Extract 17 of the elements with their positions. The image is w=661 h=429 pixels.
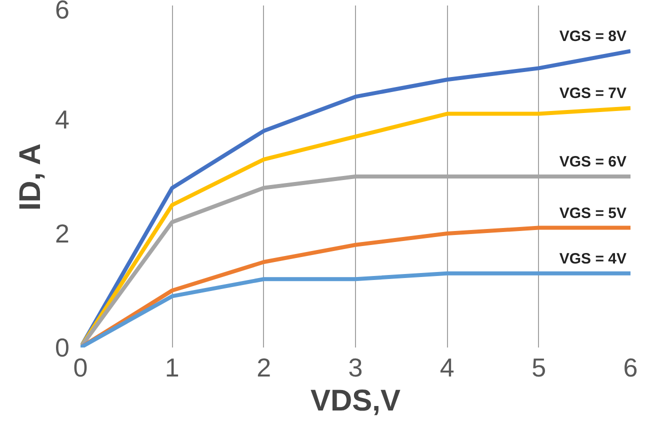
x-axis-title: VDS,V	[310, 384, 401, 418]
series-label: VGS = 7V	[559, 85, 627, 102]
y-tick-label: 0	[55, 332, 70, 362]
series-label: VGS = 4V	[559, 250, 627, 268]
series-label: VGS = 5V	[559, 204, 627, 222]
series-label: VGS = 8V	[559, 28, 627, 46]
x-tick-label: 2	[256, 352, 272, 382]
x-tick-label: 4	[440, 352, 454, 382]
x-tick-label: 1	[164, 352, 180, 382]
x-tick-label: 3	[348, 352, 363, 382]
y-tick-label: 4	[55, 104, 70, 134]
series-label: VGS = 6V	[559, 154, 627, 170]
x-tick-label: 5	[532, 352, 546, 382]
y-tick-label: 6	[55, 0, 70, 24]
x-tick-label: 6	[623, 352, 638, 382]
y-axis-title: ID, A	[14, 143, 48, 211]
y-tick-label: 2	[55, 218, 70, 248]
